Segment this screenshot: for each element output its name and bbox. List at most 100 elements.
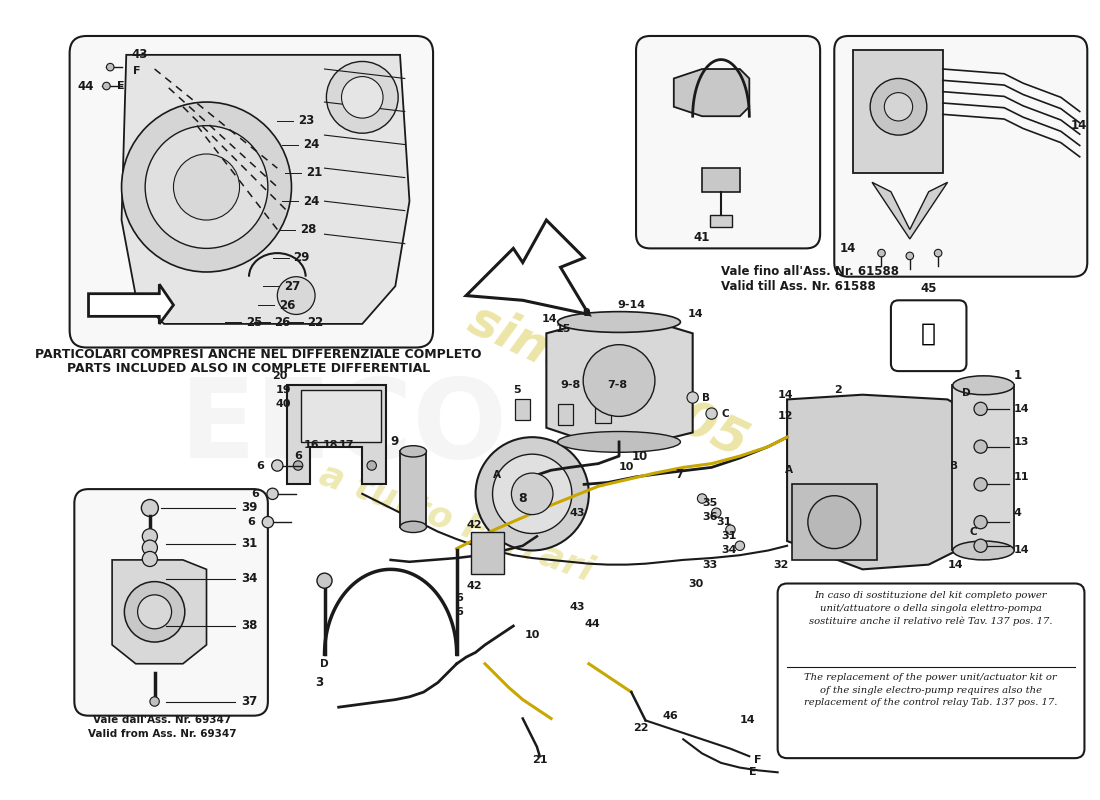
Text: EECO: EECO [179,374,507,482]
Text: 13: 13 [1013,437,1028,447]
Circle shape [726,525,735,534]
Circle shape [138,595,172,629]
Circle shape [735,541,745,550]
Circle shape [150,697,160,706]
Text: 20: 20 [273,371,288,381]
Circle shape [697,494,707,503]
Text: 36: 36 [702,513,717,522]
Text: C: C [969,526,977,537]
Bar [400,451,427,527]
Circle shape [974,515,987,529]
Circle shape [974,440,987,454]
Text: 40: 40 [275,399,290,409]
Text: 14: 14 [541,314,558,324]
Text: 6: 6 [256,461,264,470]
Text: 14: 14 [1013,546,1030,555]
Text: 26: 26 [279,298,296,311]
Bar [471,531,504,574]
Text: 19: 19 [275,385,292,395]
Text: B: B [950,461,958,470]
Bar [702,168,740,192]
Text: C: C [720,409,728,418]
Text: 14: 14 [1070,119,1087,132]
Polygon shape [112,560,207,664]
Text: 24: 24 [302,194,319,208]
FancyBboxPatch shape [834,36,1087,277]
Circle shape [475,437,588,550]
Text: 33: 33 [702,560,717,570]
Text: F: F [133,66,141,76]
Text: 38: 38 [241,619,257,633]
Text: 31: 31 [716,517,732,527]
Text: 6: 6 [246,517,255,527]
Text: 15: 15 [556,324,571,334]
Text: Valid till Ass. Nr. 61588: Valid till Ass. Nr. 61588 [720,280,876,293]
Text: 31: 31 [720,531,736,542]
Circle shape [974,539,987,552]
Text: 45: 45 [921,282,937,294]
Text: 41: 41 [694,230,711,243]
FancyBboxPatch shape [891,300,967,371]
Text: 14: 14 [778,390,793,400]
Text: 8: 8 [518,492,527,505]
Text: 10: 10 [631,450,648,462]
Text: Vale fino all'Ass. Nr. 61588: Vale fino all'Ass. Nr. 61588 [720,266,899,278]
Polygon shape [287,386,386,484]
Text: F: F [754,755,761,765]
Text: 22: 22 [308,315,323,329]
Text: E: E [749,767,757,778]
Circle shape [583,345,654,417]
Text: 14: 14 [688,310,704,319]
Text: 43: 43 [570,602,585,612]
Text: 26: 26 [275,315,290,329]
Text: A: A [493,470,500,480]
Text: 24: 24 [302,138,319,151]
Text: A: A [785,466,793,475]
Text: 6: 6 [454,607,463,617]
Circle shape [317,573,332,588]
Text: 11: 11 [1013,472,1030,482]
Text: 1: 1 [1013,370,1022,382]
Text: 23: 23 [298,114,315,127]
Text: E: E [117,81,124,91]
Text: 22: 22 [632,723,649,733]
Ellipse shape [953,376,1014,394]
Text: 7-8: 7-8 [607,380,628,390]
Text: PARTICOLARI COMPRESI ANCHE NEL DIFFERENZIALE COMPLETO: PARTICOLARI COMPRESI ANCHE NEL DIFFERENZ… [35,348,482,361]
Polygon shape [872,182,947,239]
Bar [558,404,573,425]
Polygon shape [547,322,693,442]
Text: 9-8: 9-8 [561,380,581,390]
Circle shape [122,102,292,272]
Text: 28: 28 [300,223,317,236]
Text: The replacement of the power unit/actuator kit or
of the single electro-pump req: The replacement of the power unit/actuat… [804,673,1057,707]
Polygon shape [88,284,174,324]
Text: 25: 25 [246,315,263,329]
Text: 10: 10 [525,630,540,641]
Text: 14: 14 [1013,404,1030,414]
Circle shape [884,93,913,121]
Circle shape [145,126,268,248]
Text: 46: 46 [662,710,679,721]
Text: 14: 14 [840,242,856,255]
Text: 21: 21 [532,755,548,765]
Circle shape [870,78,927,135]
Text: 44: 44 [77,79,94,93]
Text: 42: 42 [466,520,482,530]
Circle shape [807,496,860,549]
FancyBboxPatch shape [69,36,433,347]
Ellipse shape [400,446,427,457]
Circle shape [174,154,240,220]
Text: 16: 16 [304,440,319,450]
Circle shape [142,540,157,555]
Polygon shape [466,220,588,314]
Text: 17: 17 [339,440,354,450]
Text: 6: 6 [295,451,302,461]
Text: 43: 43 [131,48,147,62]
Circle shape [974,478,987,491]
Circle shape [107,63,114,71]
Circle shape [512,473,553,514]
Text: D: D [320,658,329,669]
Circle shape [341,77,383,118]
Text: 18: 18 [322,440,338,450]
